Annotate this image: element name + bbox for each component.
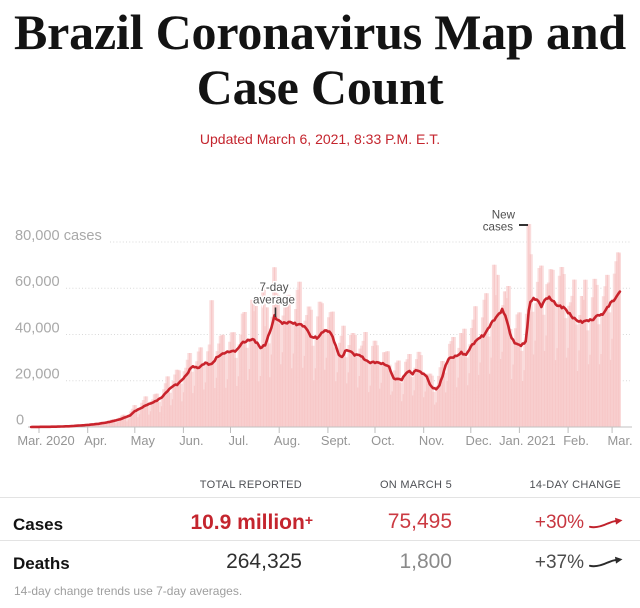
- svg-text:Apr.: Apr.: [84, 433, 107, 448]
- svg-text:average: average: [253, 294, 295, 307]
- svg-text:Jan. 2021: Jan. 2021: [499, 433, 556, 448]
- svg-text:Mar. 2020: Mar. 2020: [17, 433, 74, 448]
- svg-text:20,000: 20,000: [15, 367, 60, 383]
- svg-text:40,000: 40,000: [15, 320, 60, 336]
- svg-text:Dec.: Dec.: [466, 433, 493, 448]
- svg-text:Aug.: Aug.: [274, 433, 301, 448]
- svg-text:May: May: [131, 433, 156, 448]
- svg-text:cases: cases: [483, 221, 513, 234]
- svg-text:Oct.: Oct.: [371, 433, 395, 448]
- svg-text:0: 0: [16, 413, 24, 429]
- svg-text:Jun.: Jun.: [179, 433, 203, 448]
- svg-text:7-day: 7-day: [259, 281, 288, 294]
- svg-text:Feb.: Feb.: [563, 433, 589, 448]
- svg-text:Jul.: Jul.: [228, 433, 248, 448]
- svg-text:New: New: [492, 209, 516, 222]
- svg-text:Mar.: Mar.: [608, 433, 633, 448]
- svg-text:80,000 cases: 80,000 cases: [15, 228, 102, 244]
- svg-text:Sept.: Sept.: [321, 433, 351, 448]
- svg-text:Nov.: Nov.: [419, 433, 445, 448]
- svg-text:60,000: 60,000: [15, 274, 60, 290]
